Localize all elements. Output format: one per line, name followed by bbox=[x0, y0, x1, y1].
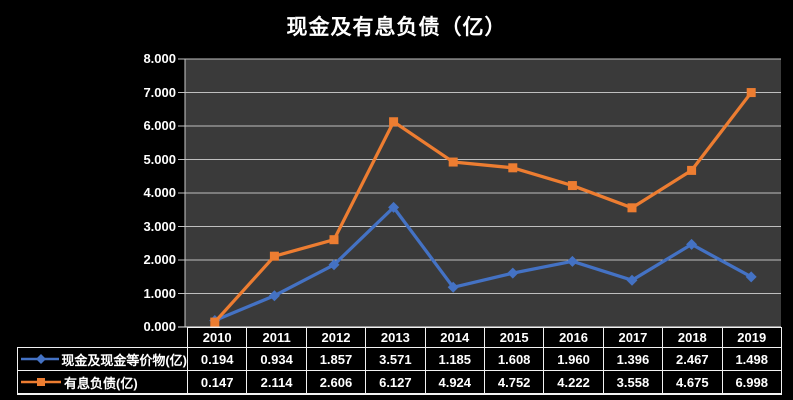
year-header-cell: 2016 bbox=[543, 327, 604, 348]
value-cell: 1.857 bbox=[305, 347, 367, 371]
legend-key: 有息负债(亿) bbox=[19, 373, 187, 392]
data-point-marker bbox=[388, 201, 400, 213]
data-point-marker bbox=[268, 290, 280, 302]
data-point-marker bbox=[448, 157, 458, 167]
data-point-marker bbox=[210, 317, 220, 327]
value-cell: 1.498 bbox=[721, 347, 782, 371]
data-point-marker bbox=[447, 281, 459, 293]
value-cell: 1.185 bbox=[424, 347, 485, 371]
value-cell: 2.467 bbox=[662, 347, 723, 371]
data-point-marker bbox=[745, 271, 757, 283]
legend-key: 现金及现金等价物(亿) bbox=[19, 350, 187, 369]
data-point-marker bbox=[508, 163, 518, 173]
chart-title: 现金及有息负债（亿） bbox=[286, 16, 507, 39]
y-axis-labels: 8.000 7.000 6.000 5.000 4.000 3.000 2.000 1.000… bbox=[0, 51, 176, 334]
year-header-cell: 2015 bbox=[483, 327, 545, 348]
data-point-marker bbox=[329, 235, 339, 245]
y-axis-tick-label: 6.000 bbox=[143, 118, 176, 133]
value-cell: 2.606 bbox=[305, 370, 367, 395]
y-axis-tick-label: 1.000 bbox=[143, 285, 176, 301]
year-header-cell: 2014 bbox=[424, 327, 485, 348]
value-cell: 3.571 bbox=[365, 347, 426, 371]
year-header-cell: 2012 bbox=[305, 327, 367, 348]
table-row-series-1: 有息负债(亿) 0.147 2.114 2.606 6.127 4.924 4.752 4.2… bbox=[17, 370, 782, 395]
data-point-marker bbox=[627, 203, 637, 213]
table-blank-cell bbox=[18, 328, 188, 348]
data-point-marker bbox=[567, 181, 577, 191]
year-header-cell: 2018 bbox=[662, 327, 723, 348]
value-cell: 4.675 bbox=[662, 370, 723, 395]
legend-series-label: 有息负债(亿) bbox=[64, 375, 138, 391]
data-point-marker bbox=[507, 267, 519, 279]
value-cell: 1.960 bbox=[543, 347, 604, 371]
diamond-marker-icon bbox=[21, 354, 60, 364]
value-cell: 0.194 bbox=[186, 347, 248, 371]
y-axis-tick-label: 4.000 bbox=[143, 185, 176, 200]
value-cell: 1.608 bbox=[483, 347, 545, 371]
value-cell: 3.558 bbox=[602, 370, 664, 395]
plot-area bbox=[178, 58, 781, 328]
data-point-marker bbox=[566, 255, 578, 267]
year-header-cell: 2011 bbox=[246, 327, 307, 348]
year-header-cell: 2017 bbox=[602, 327, 664, 348]
value-cell: 4.924 bbox=[424, 370, 485, 395]
series-line-0 bbox=[213, 205, 753, 323]
y-axis-tick-label: 2.000 bbox=[143, 252, 176, 267]
y-axis-tick-label: 5.000 bbox=[143, 151, 176, 167]
legend-cell: 现金及现金等价物(亿) bbox=[17, 347, 188, 371]
value-cell: 6.998 bbox=[721, 370, 782, 395]
year-header-cell: 2019 bbox=[721, 327, 782, 348]
square-marker-icon bbox=[21, 378, 61, 386]
table-row-series-0: 现金及现金等价物(亿) 0.194 0.934 1.857 3.571 1.185 1.60… bbox=[17, 347, 782, 371]
data-point-marker bbox=[626, 274, 638, 286]
data-point-marker bbox=[686, 238, 698, 250]
year-header-cell: 2013 bbox=[365, 327, 426, 348]
data-point-marker bbox=[328, 259, 340, 271]
data-point-marker bbox=[269, 251, 279, 261]
series-line-1 bbox=[213, 90, 753, 324]
value-cell: 0.934 bbox=[246, 347, 307, 371]
table-row-years: 2010 2011 2012 2013 2014 2015 2016 2017 2018 2019 bbox=[18, 327, 782, 348]
value-cell: 0.147 bbox=[186, 370, 248, 395]
value-cell: 6.127 bbox=[365, 370, 426, 395]
data-point-marker bbox=[746, 88, 756, 98]
value-cell: 2.114 bbox=[246, 370, 307, 395]
data-table: 2010 2011 2012 2013 2014 2015 2016 2017 2018 2019… bbox=[17, 327, 782, 395]
value-cell: 1.396 bbox=[602, 347, 664, 371]
value-cell: 4.752 bbox=[483, 370, 545, 395]
data-point-marker bbox=[687, 165, 697, 175]
year-header-cell: 2010 bbox=[186, 327, 248, 348]
legend-cell: 有息负债(亿) bbox=[17, 370, 188, 395]
data-point-marker bbox=[389, 117, 399, 127]
y-axis-tick-label: 3.000 bbox=[143, 218, 176, 234]
y-axis-tick-label: 0.000 bbox=[143, 319, 176, 334]
legend-series-label: 现金及现金等价物(亿) bbox=[61, 352, 187, 368]
value-cell: 4.222 bbox=[543, 370, 604, 395]
y-axis-tick-label: 7.000 bbox=[143, 84, 176, 100]
y-axis-tick-label: 8.000 bbox=[143, 51, 176, 66]
